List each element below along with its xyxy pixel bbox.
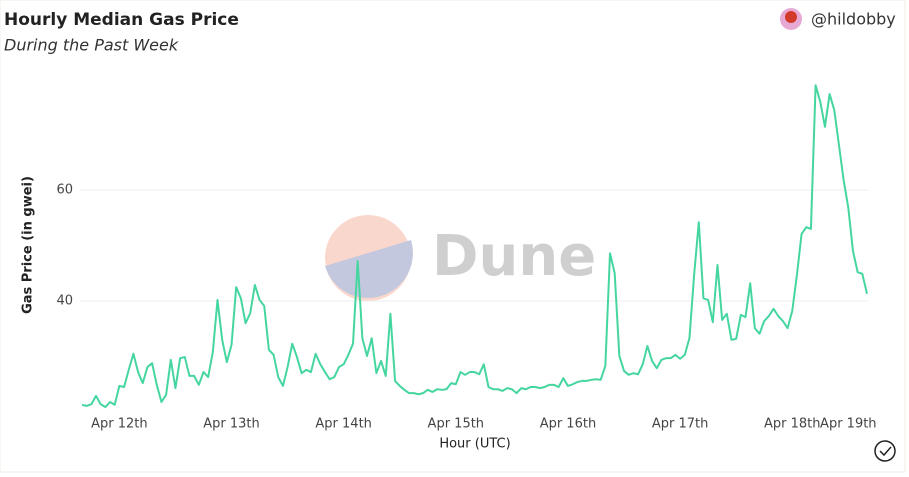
y-tick-label: 60: [56, 183, 73, 198]
x-tick-label: Apr 14th: [315, 417, 372, 432]
check-circle: [874, 440, 896, 462]
x-tick-label: Apr 13th: [203, 417, 260, 432]
chart-title: Hourly Median Gas Price: [4, 10, 239, 30]
x-axis-label: Hour (UTC): [439, 437, 510, 452]
watermark-logo: [325, 215, 411, 301]
watermark-logo-part: [325, 240, 413, 298]
x-tick-label: Apr 19th: [820, 417, 877, 432]
y-tick-label: 40: [56, 294, 73, 309]
check-mark: [879, 446, 892, 457]
x-tick-label: Apr 18th: [764, 417, 821, 432]
x-tick-label: Apr 16th: [540, 417, 597, 432]
y-axis-label: Gas Price (in gwei): [21, 176, 36, 314]
watermark: Dune: [325, 215, 596, 301]
x-tick-label: Apr 12th: [91, 417, 148, 432]
chart-subtitle: During the Past Week: [4, 36, 179, 55]
avatar-face: [785, 11, 797, 23]
data-line: [81, 84, 868, 409]
x-tick-label: Apr 15th: [428, 417, 485, 432]
check-icon[interactable]: [874, 440, 896, 462]
x-tick-label: Apr 17th: [652, 417, 709, 432]
author[interactable]: @hildobby: [811, 10, 896, 29]
watermark-text: Dune: [432, 224, 596, 289]
